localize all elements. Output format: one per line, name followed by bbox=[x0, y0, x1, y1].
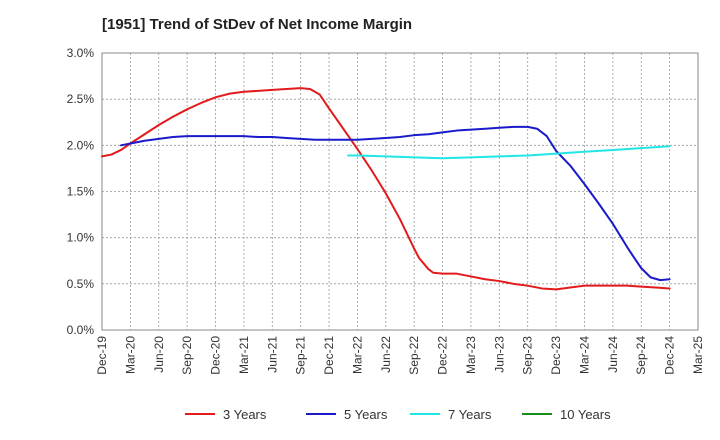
x-tick-label: Sep-23 bbox=[521, 336, 535, 375]
x-tick-label: Mar-21 bbox=[237, 336, 251, 374]
x-tick-label: Dec-22 bbox=[436, 336, 450, 375]
x-tick-label: Mar-25 bbox=[691, 336, 705, 374]
series-line-7-years bbox=[347, 145, 671, 160]
x-tick-label: Mar-23 bbox=[464, 336, 478, 374]
x-tick-label: Mar-22 bbox=[350, 336, 364, 374]
x-tick-label: Dec-24 bbox=[663, 336, 677, 375]
series-line-5-years bbox=[120, 125, 671, 282]
x-tick-label: Jun-24 bbox=[606, 336, 620, 373]
plot-frame bbox=[101, 52, 699, 331]
y-tick-label: 2.5% bbox=[67, 92, 95, 106]
x-tick-label: Dec-20 bbox=[209, 336, 223, 375]
legend-label-7-years: 7 Years bbox=[448, 407, 492, 422]
y-tick-label: 1.0% bbox=[67, 231, 95, 245]
y-tick-label: 2.0% bbox=[67, 138, 95, 152]
x-tick-label: Sep-24 bbox=[634, 336, 648, 375]
x-tick-label: Sep-20 bbox=[180, 336, 194, 375]
x-tick-label: Sep-21 bbox=[294, 336, 308, 375]
x-tick-label: Jun-21 bbox=[265, 336, 279, 373]
x-tick-label: Dec-23 bbox=[549, 336, 563, 375]
series-line-3-years bbox=[101, 87, 671, 291]
legend-label-3-years: 3 Years bbox=[223, 407, 267, 422]
x-tick-label: Mar-24 bbox=[577, 336, 591, 374]
y-tick-label: 1.5% bbox=[67, 185, 95, 199]
legend-label-10-years: 10 Years bbox=[560, 407, 611, 422]
chart-title: [1951] Trend of StDev of Net Income Marg… bbox=[102, 16, 413, 33]
x-tick-label: Dec-19 bbox=[95, 336, 109, 375]
legend-label-5-years: 5 Years bbox=[344, 407, 388, 422]
x-tick-label: Mar-20 bbox=[123, 336, 137, 374]
y-tick-label: 0.0% bbox=[67, 323, 95, 337]
x-tick-label: Jun-23 bbox=[492, 336, 506, 373]
x-tick-label: Jun-20 bbox=[152, 336, 166, 373]
y-tick-label: 3.0% bbox=[67, 46, 95, 60]
x-tick-label: Jun-22 bbox=[379, 336, 393, 373]
x-tick-label: Sep-22 bbox=[407, 336, 421, 375]
y-tick-label: 0.5% bbox=[67, 277, 95, 291]
x-tick-label: Dec-21 bbox=[322, 336, 336, 375]
